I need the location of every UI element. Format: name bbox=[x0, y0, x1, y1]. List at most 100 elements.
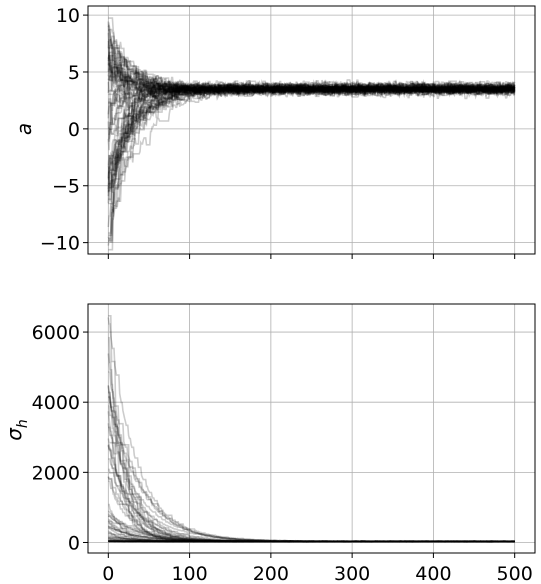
walker-trace bbox=[108, 83, 515, 136]
walker-trace bbox=[108, 539, 515, 543]
walker-trace bbox=[107, 85, 516, 179]
walker-trace bbox=[107, 80, 515, 119]
walker-trace bbox=[107, 82, 515, 197]
walker-trace bbox=[108, 29, 515, 95]
walker-trace bbox=[107, 32, 516, 94]
walker-trace bbox=[107, 21, 515, 96]
walker-trace bbox=[108, 63, 516, 96]
walker-trace bbox=[108, 82, 516, 188]
y-tick-label: −10 bbox=[40, 233, 80, 255]
walker-trace bbox=[108, 17, 515, 97]
walker-trace bbox=[108, 47, 515, 95]
x-tick-label: 400 bbox=[415, 563, 451, 584]
x-tick-label: 0 bbox=[102, 563, 114, 584]
walker-trace bbox=[108, 84, 516, 251]
plot-frame-a bbox=[87, 5, 536, 255]
y-ticks-sigma-h: 0 2000 4000 6000 bbox=[32, 322, 88, 554]
walker-trace bbox=[107, 61, 515, 94]
walker-trace bbox=[107, 80, 515, 115]
walker-trace bbox=[107, 515, 515, 543]
y-tick-label: 5 bbox=[68, 62, 80, 84]
x-ticks-a bbox=[107, 254, 516, 259]
grid-lines-sigma-h bbox=[88, 304, 535, 553]
walker-trace bbox=[108, 84, 516, 192]
walker-trace bbox=[107, 40, 516, 92]
walker-trace bbox=[108, 336, 515, 543]
walker-trace bbox=[108, 522, 515, 543]
walker-trace bbox=[108, 83, 515, 190]
walker-traces-a bbox=[107, 17, 516, 251]
walker-trace bbox=[108, 405, 515, 543]
walker-trace bbox=[108, 83, 515, 200]
walker-trace bbox=[107, 444, 516, 543]
walker-trace bbox=[108, 396, 515, 543]
walker-trace bbox=[108, 87, 516, 236]
walker-trace bbox=[107, 54, 515, 93]
walker-trace bbox=[108, 539, 515, 543]
walker-trace bbox=[107, 438, 515, 543]
walker-trace bbox=[108, 540, 515, 543]
walker-trace bbox=[107, 82, 516, 246]
walker-trace bbox=[108, 62, 515, 97]
walker-trace bbox=[107, 82, 516, 170]
y-tick-label: 4000 bbox=[32, 392, 80, 414]
walker-trace bbox=[108, 81, 516, 140]
walker-trace bbox=[108, 520, 515, 543]
walker-trace bbox=[107, 79, 515, 180]
walker-trace bbox=[108, 82, 515, 174]
walker-trace bbox=[108, 540, 515, 543]
walker-trace bbox=[107, 83, 515, 202]
walker-trace bbox=[107, 82, 515, 204]
plot-frame-sigma-h bbox=[87, 303, 536, 554]
walker-trace bbox=[107, 353, 515, 543]
walker-trace bbox=[108, 443, 515, 543]
walker-trace bbox=[108, 526, 515, 543]
walker-trace bbox=[108, 537, 515, 543]
walker-trace bbox=[108, 82, 515, 242]
walker-trace bbox=[107, 317, 515, 543]
walker-trace bbox=[107, 445, 515, 543]
walker-trace bbox=[107, 71, 515, 96]
x-ticks-sigma-h: 0 100 200 300 400 500 bbox=[102, 553, 533, 584]
walker-trace bbox=[107, 384, 515, 543]
chart-panel-sigma-h: 0 100 200 300 400 500 0 2000 4000 6000 σh bbox=[2, 303, 536, 584]
walker-trace bbox=[108, 83, 515, 205]
x-tick-label: 200 bbox=[253, 563, 289, 584]
walker-trace bbox=[107, 386, 515, 543]
walker-trace bbox=[107, 514, 515, 543]
walker-trace bbox=[108, 537, 515, 543]
walker-trace bbox=[108, 25, 516, 95]
walker-trace bbox=[107, 411, 515, 543]
walker-trace bbox=[108, 468, 515, 543]
walker-trace bbox=[108, 536, 515, 543]
walker-trace bbox=[107, 82, 516, 151]
walker-trace bbox=[107, 86, 516, 243]
walker-trace bbox=[108, 534, 515, 543]
walker-trace bbox=[108, 532, 515, 543]
walker-trace bbox=[108, 83, 515, 185]
walker-trace bbox=[108, 77, 515, 101]
walker-trace bbox=[108, 395, 515, 543]
walker-trace bbox=[108, 83, 515, 193]
walker-trace bbox=[108, 540, 515, 543]
walker-trace bbox=[108, 83, 515, 192]
x-tick-label: 100 bbox=[171, 563, 207, 584]
walker-trace bbox=[108, 83, 516, 103]
walker-trace bbox=[108, 78, 516, 240]
walker-trace bbox=[107, 83, 516, 193]
walker-trace bbox=[108, 539, 515, 543]
grid-lines-a bbox=[88, 6, 535, 254]
walker-trace bbox=[107, 54, 515, 94]
walker-trace bbox=[107, 518, 515, 543]
walker-trace bbox=[108, 54, 515, 97]
walker-trace bbox=[108, 532, 515, 543]
walker-trace bbox=[108, 80, 515, 99]
walker-trace bbox=[108, 539, 515, 543]
walker-trace bbox=[107, 82, 515, 166]
walker-trace bbox=[107, 46, 515, 93]
y-tick-label: 0 bbox=[68, 119, 80, 141]
walker-trace bbox=[107, 476, 515, 543]
walker-trace bbox=[107, 513, 515, 543]
walker-trace bbox=[107, 61, 515, 97]
